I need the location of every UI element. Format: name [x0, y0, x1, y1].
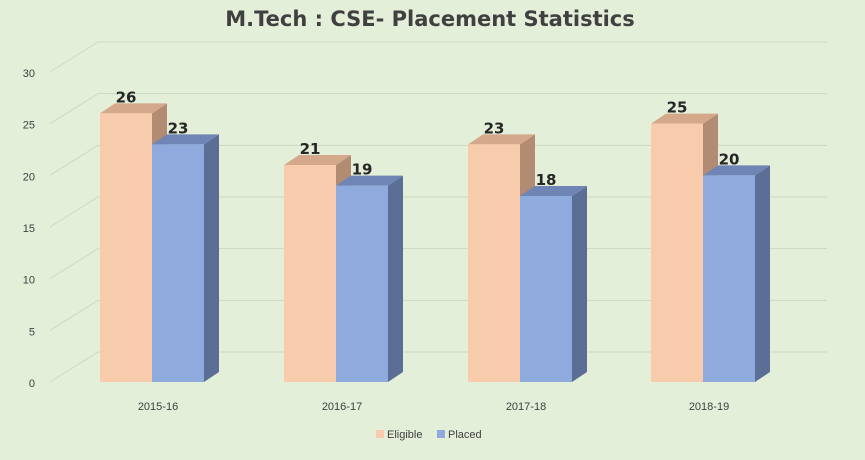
bar-front-face	[336, 185, 388, 382]
bar-top-face	[284, 155, 351, 165]
bar-front-face	[284, 165, 336, 382]
data-label: 21	[300, 140, 321, 158]
y-tick-label: 0	[29, 378, 35, 390]
gridline	[49, 93, 827, 125]
gridlines	[49, 41, 827, 383]
bar-front-face	[152, 144, 204, 382]
x-tick-label: 2016-17	[322, 401, 362, 413]
bar-top-face	[520, 186, 587, 196]
gridline	[49, 41, 827, 73]
y-tick-label: 15	[23, 223, 35, 235]
y-tick-label: 10	[23, 275, 35, 287]
bar-front-face	[520, 196, 572, 382]
bar-front-face	[651, 123, 703, 383]
bar-front-face	[703, 175, 755, 382]
y-axis-ticks: 0 5 10 15 20 25 30	[23, 68, 35, 390]
data-label: 23	[168, 119, 189, 137]
legend-swatch	[376, 430, 384, 438]
legend-label: Placed	[448, 429, 482, 441]
bar	[152, 134, 219, 382]
gridline	[49, 144, 827, 176]
bar	[520, 186, 587, 382]
bar-side-face	[204, 134, 219, 382]
bar-top-face	[152, 134, 219, 145]
data-label: 26	[116, 88, 137, 106]
data-labels: 26 23 21 19 23 18 25 20	[116, 88, 740, 189]
bar-side-face	[388, 175, 403, 382]
x-axis-ticks: 2015-16 2016-17 2017-18 2018-19	[138, 401, 729, 413]
bar-side-face	[755, 165, 770, 382]
legend: Eligible Placed	[376, 429, 482, 441]
y-tick-label: 5	[29, 326, 35, 338]
bar-top-face	[651, 113, 718, 124]
data-label: 25	[667, 99, 688, 117]
y-tick-label: 20	[23, 171, 35, 183]
bar	[703, 165, 770, 382]
chart-title: M.Tech : CSE- Placement Statistics	[225, 7, 635, 31]
y-tick-label: 25	[23, 120, 35, 132]
bar	[336, 175, 403, 382]
legend-swatch	[437, 430, 445, 438]
bar-top-face	[468, 134, 535, 145]
bar-side-face	[572, 186, 587, 382]
bar-top-face	[100, 103, 167, 114]
data-label: 20	[719, 150, 740, 168]
bar-top-face	[703, 165, 770, 176]
data-label: 23	[484, 119, 505, 137]
bar-front-face	[100, 113, 152, 382]
x-tick-label: 2018-19	[689, 401, 729, 413]
legend-label: Eligible	[387, 429, 422, 441]
bar-top-face	[336, 175, 403, 186]
x-tick-label: 2017-18	[506, 401, 546, 413]
bar-front-face	[468, 144, 520, 382]
x-tick-label: 2015-16	[138, 401, 178, 413]
data-label: 18	[536, 171, 557, 189]
data-label: 19	[352, 161, 373, 179]
bars	[100, 103, 770, 383]
y-tick-label: 30	[23, 68, 35, 80]
